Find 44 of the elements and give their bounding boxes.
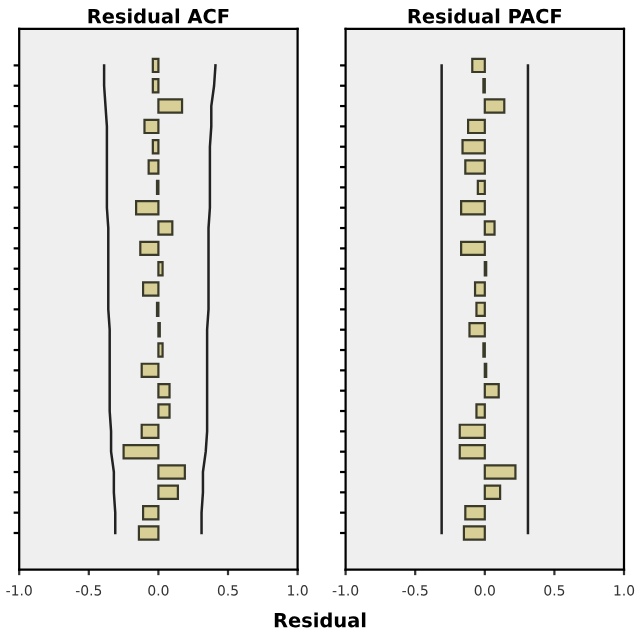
bar bbox=[466, 118, 486, 135]
bar bbox=[139, 240, 160, 257]
bar bbox=[462, 525, 486, 541]
bar bbox=[483, 464, 517, 480]
bar bbox=[151, 57, 160, 74]
bar bbox=[483, 220, 496, 236]
bar bbox=[464, 159, 486, 175]
bar bbox=[458, 443, 486, 460]
bar bbox=[483, 382, 500, 399]
bar bbox=[461, 139, 486, 155]
bar bbox=[147, 159, 160, 175]
bar bbox=[151, 139, 160, 155]
bar bbox=[460, 199, 486, 216]
bar bbox=[473, 281, 486, 297]
bar bbox=[141, 504, 160, 521]
chart-title: Residual PACF bbox=[408, 8, 562, 24]
bar bbox=[141, 281, 160, 297]
chart-title: Residual ACF bbox=[88, 8, 229, 24]
bar bbox=[464, 504, 486, 521]
bar bbox=[135, 199, 160, 216]
bar bbox=[458, 423, 486, 440]
bar bbox=[157, 484, 179, 501]
bar bbox=[157, 464, 186, 480]
bar bbox=[157, 220, 174, 236]
bar bbox=[157, 98, 184, 114]
bar bbox=[157, 342, 164, 358]
bar bbox=[471, 57, 486, 74]
bar bbox=[137, 525, 160, 541]
bar bbox=[143, 118, 160, 135]
bar bbox=[151, 78, 160, 94]
bar bbox=[460, 240, 486, 257]
bar bbox=[483, 98, 506, 114]
bar bbox=[122, 443, 160, 460]
bar bbox=[475, 403, 486, 419]
bar bbox=[157, 260, 164, 277]
bar bbox=[140, 423, 160, 440]
bar bbox=[475, 301, 486, 318]
bar bbox=[468, 321, 486, 338]
x-axis-title: Residual bbox=[274, 612, 366, 628]
bar bbox=[476, 179, 486, 196]
bar bbox=[483, 484, 502, 501]
bar bbox=[140, 362, 160, 379]
bar bbox=[157, 382, 171, 399]
bar bbox=[157, 403, 171, 419]
